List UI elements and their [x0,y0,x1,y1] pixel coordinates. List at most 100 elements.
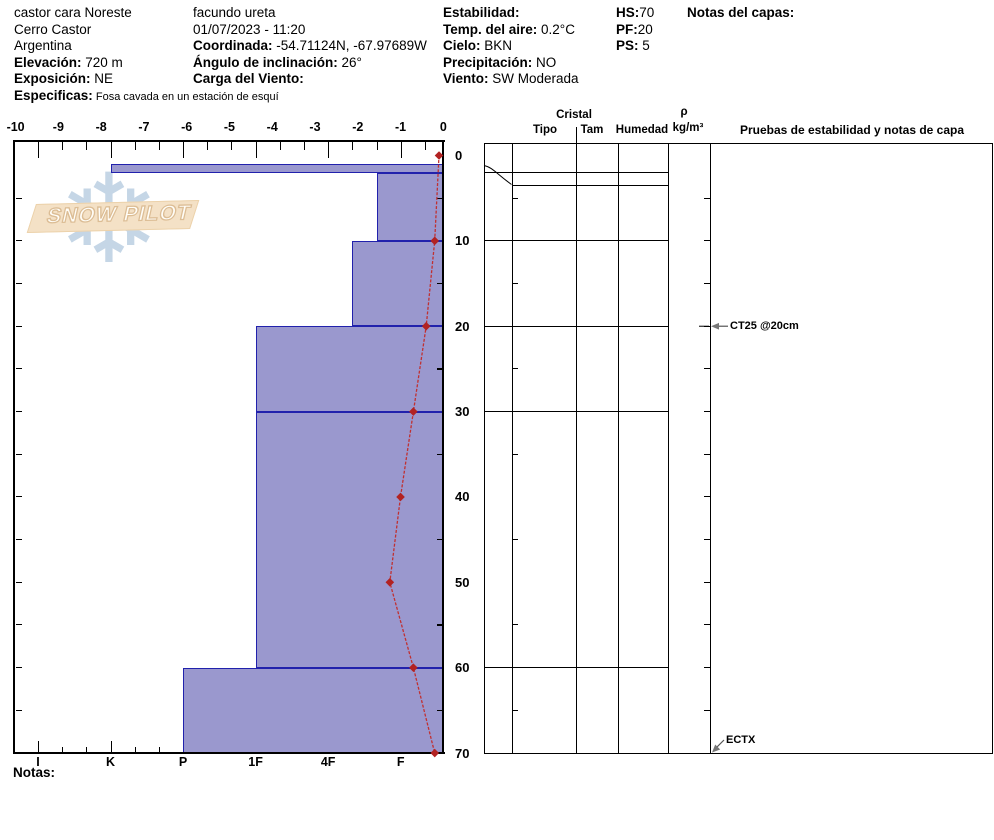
hardness-major-tick-top [183,142,185,158]
table-column-line [618,143,619,753]
header-line: Elevación: 720 m [14,54,123,70]
hardness-axis-label: P [178,755,188,769]
header-line: Coordinada: -54.71124N, -67.97689W [193,38,427,53]
snow-layer-bar [183,667,444,754]
table-mid-tick [512,709,518,711]
header-line: Exposición: NE [14,71,114,86]
temp-axis-label: -5 [223,120,235,134]
stability-test-ct-label: CT25 @20cm [730,320,799,333]
depth-minor-tick-right [437,539,444,541]
col-header-humedad: Humedad [615,124,669,136]
hardness-major-tick-top [110,142,112,158]
depth-minor-tick [16,667,22,669]
hardness-minor-tick-bottom [134,747,136,753]
depth-axis-label: 30 [455,404,470,420]
hardness-major-tick-bottom [37,741,40,753]
snow-layer-bar [255,326,444,412]
hardness-minor-tick-top [424,142,426,150]
table-density-tick [703,283,710,285]
hardness-axis-label: F [396,755,405,769]
depth-minor-tick [16,283,22,285]
depth-minor-tick-right [437,453,444,455]
chart-frame-left [13,140,15,754]
col-header-cristal: Cristal [556,109,592,121]
temp-axis-label: -6 [181,120,193,134]
table-density-tick [703,453,710,455]
temp-axis-label: -8 [95,120,107,134]
header-line: Viento: SW Moderada [443,71,579,86]
table-mid-tick [512,283,518,285]
depth-minor-tick [16,581,22,583]
header-line: 01/07/2023 - 11:20 [193,21,306,37]
temp-axis-label: -10 [6,120,25,134]
header-line: PF:20 [616,21,653,37]
table-density-tick [703,709,710,711]
table-column-line [668,143,669,753]
header-line: Estabilidad: [443,5,520,20]
depth-minor-tick [16,539,22,541]
depth-minor-tick-right [437,283,444,285]
header-line: Argentina [14,38,72,53]
depth-minor-tick [16,325,22,327]
header-line: Notas del capas: [687,5,795,20]
hardness-axis-label: 1F [248,755,263,769]
hardness-minor-tick-top [134,142,136,150]
table-row-line [483,411,668,413]
temp-axis-label: -1 [394,120,407,134]
depth-minor-tick [16,453,22,455]
col-header-tam: Tam [580,124,604,136]
table-density-tick [703,411,710,413]
hardness-axis-label: 4F [320,755,336,769]
table-row-line [483,172,668,174]
hardness-minor-tick-top [86,142,88,150]
table-density-tick [703,368,710,370]
table-mid-tick [512,197,518,199]
hardness-minor-tick-top [376,142,378,150]
hardness-axis-label: K [105,755,116,769]
table-density-tick [703,197,710,199]
depth-minor-tick-right [437,624,444,626]
chart-frame-right [442,140,445,754]
table-column-line [709,143,711,753]
hardness-minor-tick-top [279,142,281,150]
hardness-minor-tick-top [207,142,209,150]
col-header-tipo: Tipo [532,124,558,136]
table-mid-tick [512,453,518,455]
table-bottom-line [483,753,993,754]
chart-frame-top [13,140,446,142]
hardness-major-tick-top [328,142,330,158]
depth-axis-label: 60 [455,660,470,676]
table-density-tick [703,539,710,541]
table-density-tick [703,624,710,626]
depth-axis-label: 50 [455,574,470,590]
hardness-minor-tick-top [303,142,305,150]
chart-frame-bottom [13,752,446,755]
depth-axis-label: 20 [455,318,470,334]
table-density-tick [703,325,710,327]
depth-minor-tick [16,368,22,370]
header-line: Precipitación: NO [443,54,557,70]
temp-axis-label: -3 [309,120,321,134]
table-row-line [483,325,668,327]
header-line: Cielo: BKN [443,38,513,53]
temp-axis-label: -4 [266,120,278,134]
hardness-minor-tick-top [62,142,64,150]
table-column-line [576,127,577,753]
stability-test-ect-label: ECTX [726,734,756,746]
depth-minor-tick [16,197,22,199]
notes-label: Notas: [13,765,56,780]
depth-axis-label: 0 [455,148,463,163]
hardness-major-tick-top [255,142,257,158]
snow-layer-bar [352,240,444,327]
table-mid-tick [512,539,518,541]
table-expanded-row-line [512,184,668,186]
table-top-line [483,143,993,144]
header-line: Ángulo de inclinación: 26° [193,54,362,70]
header-line: Cerro Castor [14,21,92,37]
hardness-minor-tick-bottom [62,747,64,753]
hardness-minor-tick-top [231,142,233,150]
table-mid-tick [512,624,518,626]
hardness-minor-tick-top [158,142,160,150]
